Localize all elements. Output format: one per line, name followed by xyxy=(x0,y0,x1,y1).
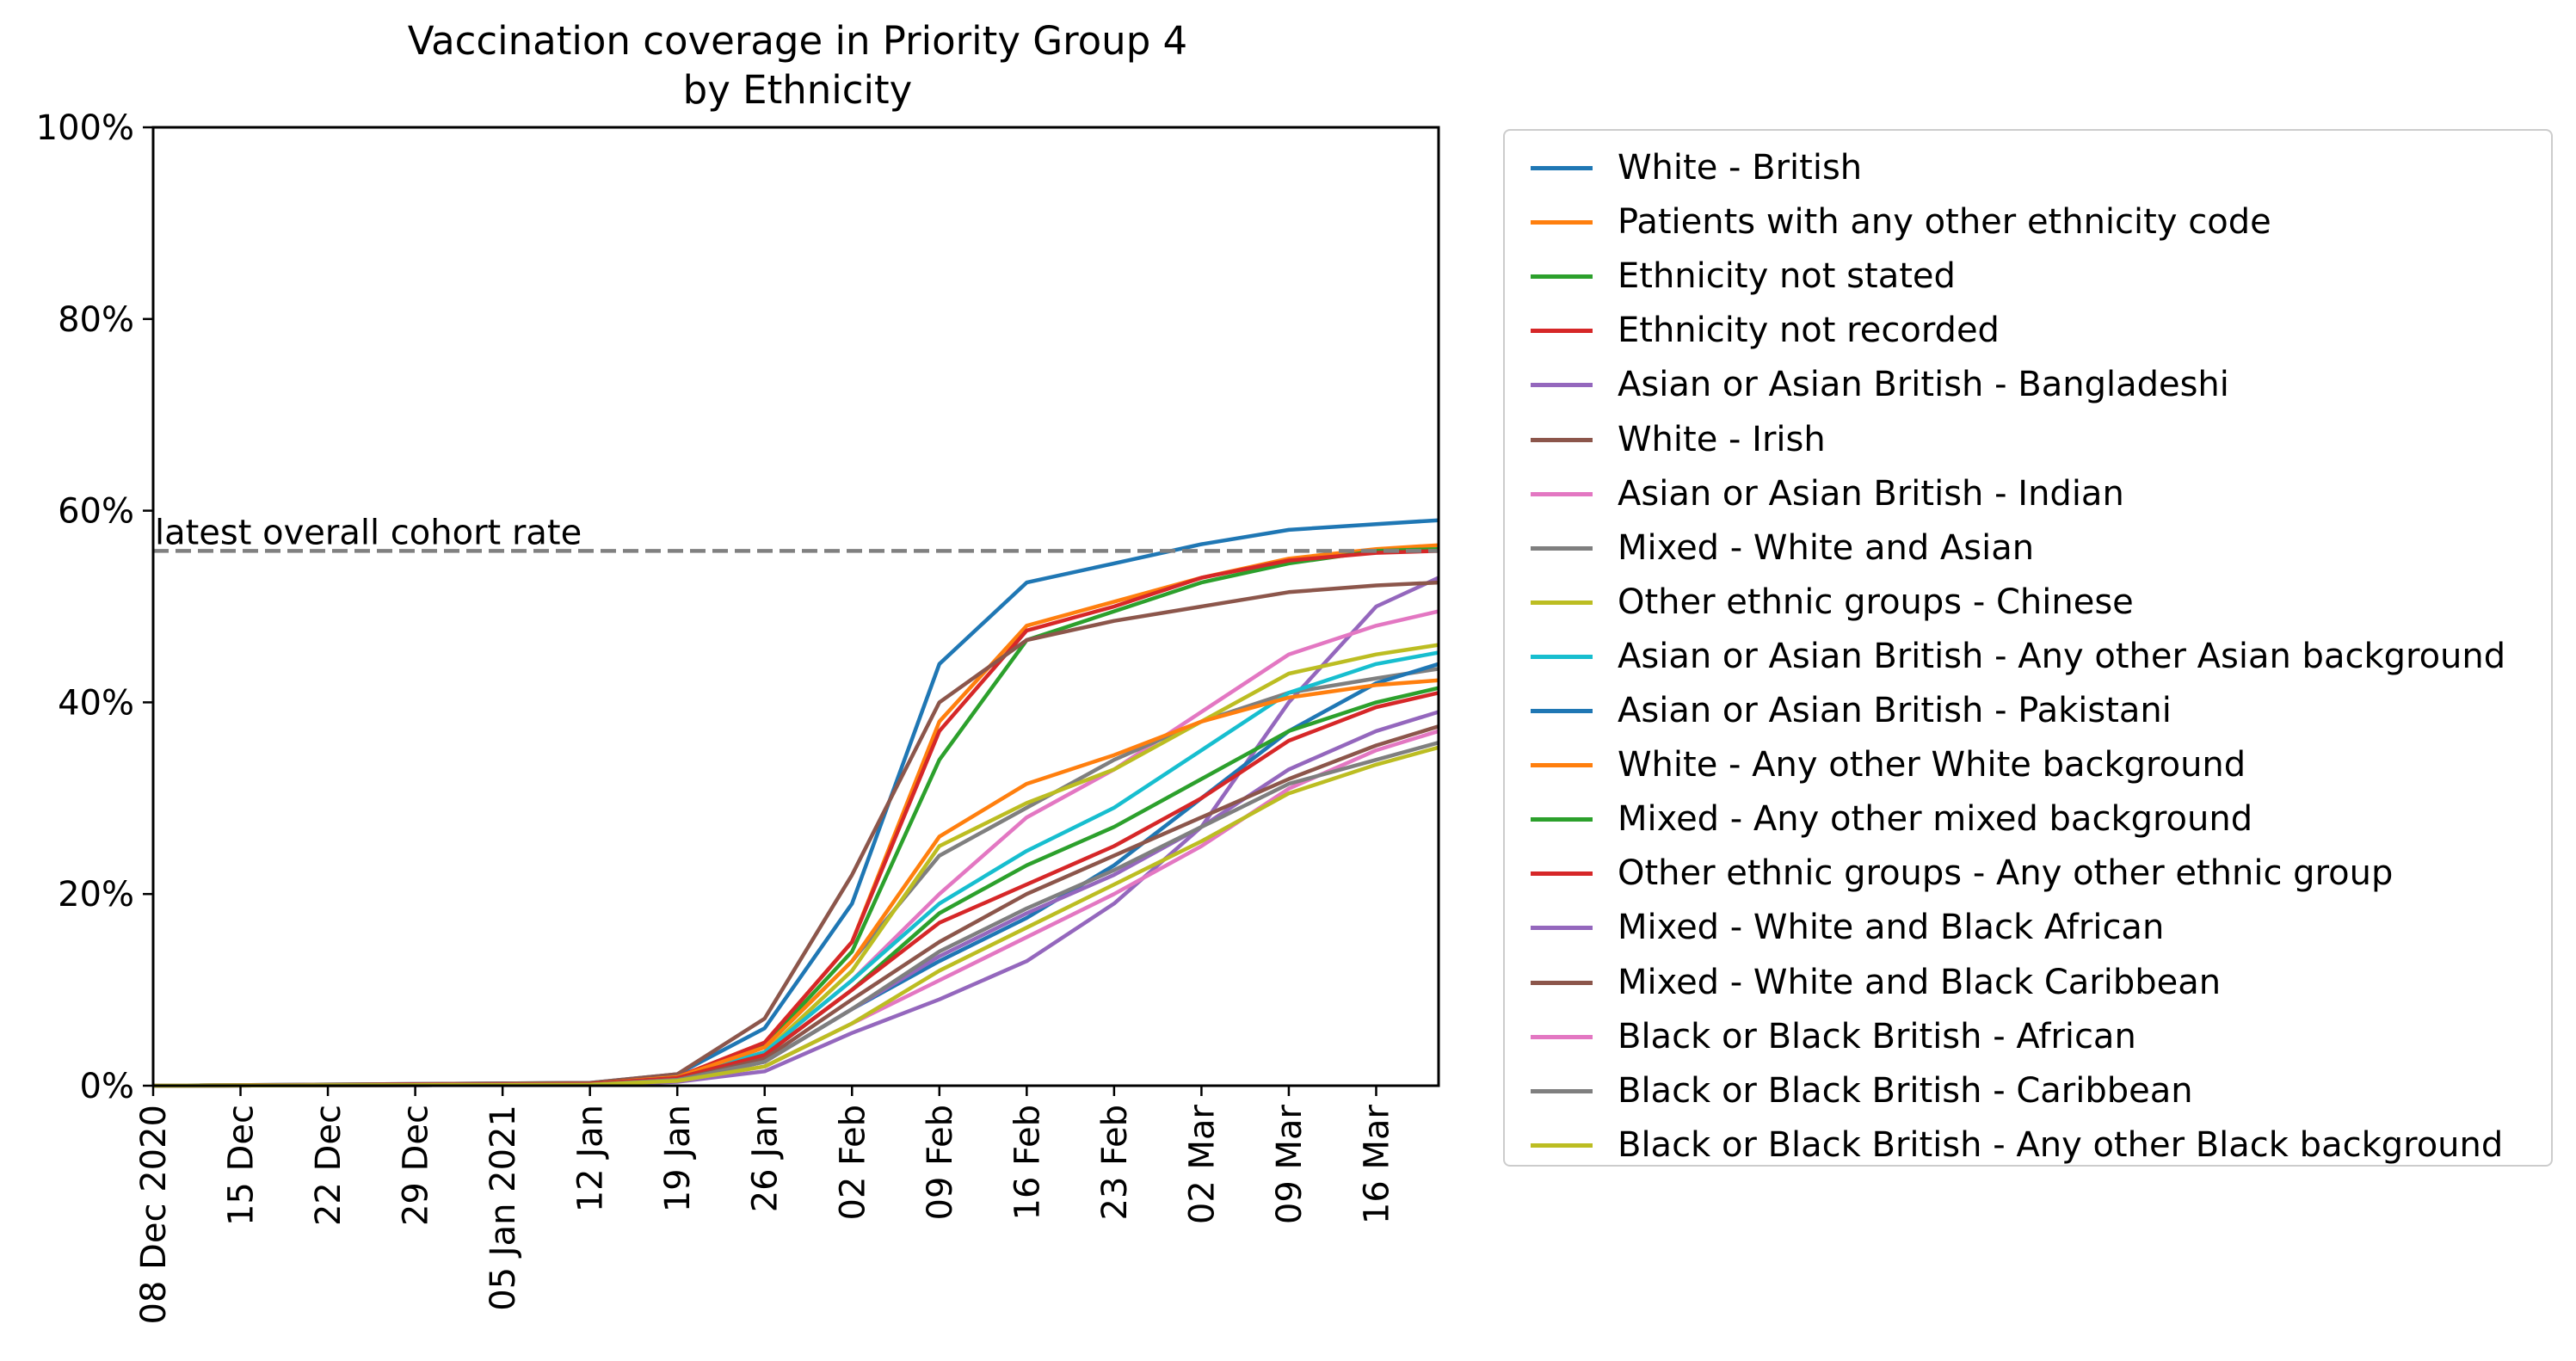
legend-swatch xyxy=(1531,329,1593,334)
y-tick-label: 40% xyxy=(58,683,134,723)
legend-swatch xyxy=(1531,1088,1593,1093)
legend-label: Ethnicity not stated xyxy=(1618,256,1956,297)
legend-item: Asian or Asian British - Any other Asian… xyxy=(1505,630,2551,684)
legend-item: Black or Black British - Caribbean xyxy=(1505,1064,2551,1118)
x-tick-label: 23 Feb xyxy=(1095,1105,1135,1220)
x-tick-label: 12 Jan xyxy=(571,1105,611,1212)
legend-label: Other ethnic groups - Chinese xyxy=(1618,582,2134,622)
legend-swatch xyxy=(1531,980,1593,985)
legend-swatch xyxy=(1531,817,1593,822)
x-tick-label: 02 Feb xyxy=(833,1105,872,1220)
legend-swatch xyxy=(1531,871,1593,877)
y-axis: 0% 20% 40% 60% 80% 100% xyxy=(36,108,153,1106)
y-tick-label: 60% xyxy=(58,492,134,532)
legend-label: Mixed - White and Black African xyxy=(1618,908,2165,948)
legend-swatch xyxy=(1531,654,1593,659)
legend-label: Asian or Asian British - Any other Asian… xyxy=(1618,636,2506,676)
legend-label: Black or Black British - Caribbean xyxy=(1618,1070,2193,1111)
legend-swatch xyxy=(1531,383,1593,388)
series-line-18 xyxy=(152,745,1439,1088)
legend-label: Ethnicity not recorded xyxy=(1618,311,2000,351)
legend-item: White - British xyxy=(1505,141,2551,195)
legend-label: Black or Black British - Any other Black… xyxy=(1618,1124,2504,1165)
plot-area-frame xyxy=(151,126,1440,1087)
legend-item: White - Irish xyxy=(1505,413,2551,467)
legend-label: Asian or Asian British - Bangladeshi xyxy=(1618,365,2229,405)
x-tick-label: 08 Dec 2020 xyxy=(134,1105,174,1325)
chart-title-line-1: Vaccination coverage in Priority Group 4 xyxy=(408,18,1187,64)
legend-label: Mixed - White and Asian xyxy=(1618,527,2035,568)
legend-swatch xyxy=(1531,1034,1593,1039)
legend-swatch xyxy=(1531,763,1593,768)
legend-item: Other ethnic groups - Chinese xyxy=(1505,576,2551,630)
y-tick-label: 0% xyxy=(80,1067,134,1106)
legend-item: White - Any other White background xyxy=(1505,738,2551,792)
x-tick-label: 09 Feb xyxy=(921,1105,960,1220)
chart-title: Vaccination coverage in Priority Group 4… xyxy=(408,18,1187,113)
series-line-17 xyxy=(152,741,1439,1088)
series-layer xyxy=(152,518,1439,1088)
legend-label: Black or Black British - African xyxy=(1618,1016,2136,1056)
legend-item: Asian or Asian British - Bangladeshi xyxy=(1505,358,2551,412)
x-tick-label: 09 Mar xyxy=(1270,1104,1310,1224)
legend-label: Mixed - White and Black Caribbean xyxy=(1618,962,2222,1002)
legend: White - British Patients with any other e… xyxy=(1503,129,2553,1167)
y-tick-label: 100% xyxy=(36,108,134,148)
legend-swatch xyxy=(1531,220,1593,225)
legend-item: Other ethnic groups - Any other ethnic g… xyxy=(1505,847,2551,901)
legend-item: Ethnicity not stated xyxy=(1505,249,2551,304)
reference-line-label: latest overall cohort rate xyxy=(155,513,582,552)
legend-label: Other ethnic groups - Any other ethnic g… xyxy=(1618,853,2394,894)
legend-item: Black or Black British - African xyxy=(1505,1010,2551,1064)
legend-swatch xyxy=(1531,1142,1593,1148)
x-tick-label: 05 Jan 2021 xyxy=(484,1105,523,1311)
legend-swatch xyxy=(1531,491,1593,496)
legend-label: Mixed - Any other mixed background xyxy=(1618,799,2253,840)
y-tick-label: 20% xyxy=(58,875,134,915)
legend-label: White - Any other White background xyxy=(1618,745,2246,785)
legend-swatch xyxy=(1531,600,1593,605)
legend-label: Asian or Asian British - Pakistani xyxy=(1618,691,2172,730)
x-tick-label: 02 Mar xyxy=(1182,1104,1222,1224)
x-tick-label: 16 Mar xyxy=(1357,1104,1396,1224)
legend-item: Asian or Asian British - Pakistani xyxy=(1505,684,2551,738)
legend-item: Asian or Asian British - Indian xyxy=(1505,467,2551,521)
reference-line-layer: latest overall cohort rate xyxy=(153,513,1439,553)
x-tick-label: 19 Jan xyxy=(658,1105,698,1212)
legend-item: Mixed - White and Black African xyxy=(1505,901,2551,955)
legend-item: Mixed - White and Asian xyxy=(1505,521,2551,576)
legend-swatch xyxy=(1531,274,1593,280)
x-tick-label: 26 Jan xyxy=(746,1105,786,1212)
legend-label: White - British xyxy=(1618,148,1863,188)
legend-swatch xyxy=(1531,166,1593,170)
y-tick-label: 80% xyxy=(58,300,134,340)
legend-item: Patients with any other ethnicity code xyxy=(1505,195,2551,249)
legend-label: Patients with any other ethnicity code xyxy=(1618,202,2271,243)
x-tick-label: 29 Dec xyxy=(397,1105,436,1226)
legend-swatch xyxy=(1531,926,1593,931)
legend-label: Asian or Asian British - Indian xyxy=(1618,473,2124,514)
x-axis: 08 Dec 2020 15 Dec 22 Dec 29 Dec 05 Jan 2021… xyxy=(134,1086,1396,1325)
x-tick-label: 22 Dec xyxy=(309,1105,348,1226)
x-tick-label: 16 Feb xyxy=(1008,1105,1047,1220)
x-tick-label: 15 Dec xyxy=(222,1105,262,1226)
legend-item: Black or Black British - Any other Black… xyxy=(1505,1118,2551,1173)
legend-item: Ethnicity not recorded xyxy=(1505,304,2551,358)
legend-swatch xyxy=(1531,709,1593,713)
legend-swatch xyxy=(1531,545,1593,551)
legend-label: White - Irish xyxy=(1618,419,1826,459)
series-line-5 xyxy=(152,580,1439,1088)
chart-title-line-2: by Ethnicity xyxy=(683,67,913,113)
legend-item: Mixed - White and Black Caribbean xyxy=(1505,956,2551,1010)
legend-item: Mixed - Any other mixed background xyxy=(1505,792,2551,847)
legend-swatch xyxy=(1531,437,1593,442)
